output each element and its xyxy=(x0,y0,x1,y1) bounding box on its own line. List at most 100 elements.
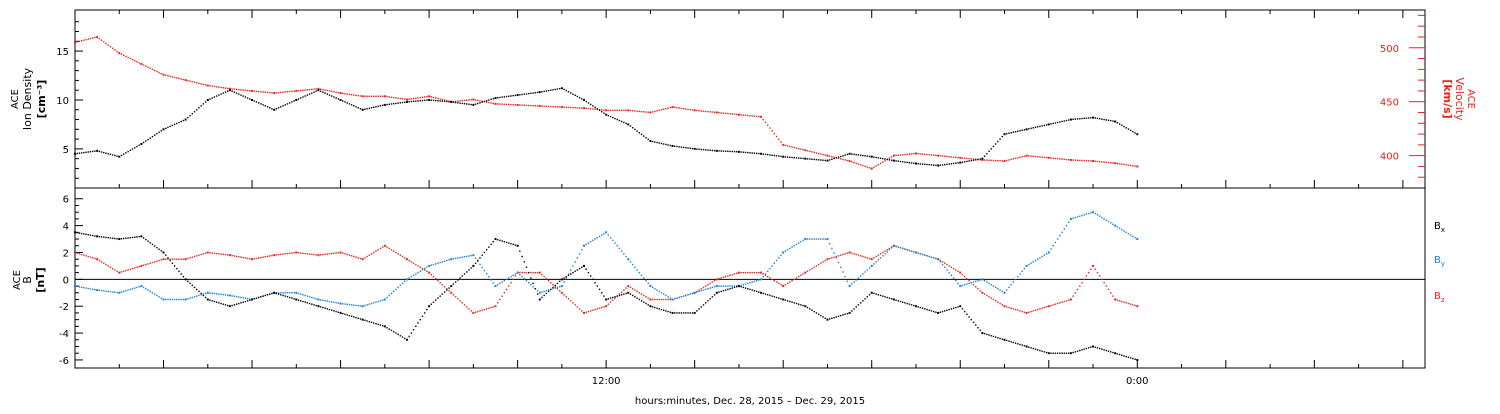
bx-point xyxy=(118,238,121,241)
velocity-trace xyxy=(1010,158,1012,161)
by-trace xyxy=(1006,289,1008,291)
velocity-trace xyxy=(333,91,335,93)
ion-density-trace xyxy=(755,152,758,155)
by-trace xyxy=(227,294,229,296)
by-trace xyxy=(284,292,286,294)
bz-trace xyxy=(835,255,838,258)
bx-trace xyxy=(643,301,645,303)
velocity-trace xyxy=(288,90,291,93)
velocity-trace xyxy=(930,154,933,156)
bx-trace xyxy=(78,232,81,234)
bx-trace xyxy=(523,261,525,263)
by-trace xyxy=(213,292,216,295)
bz-trace xyxy=(488,307,490,309)
bz-trace xyxy=(120,271,123,273)
bx-trace xyxy=(634,296,636,298)
ion-density-trace xyxy=(1012,131,1015,133)
velocity-trace xyxy=(430,96,433,98)
bz-trace xyxy=(853,253,855,255)
velocity-trace xyxy=(231,88,233,90)
velocity-point xyxy=(428,95,431,98)
velocity-trace xyxy=(176,77,178,79)
bx-trace xyxy=(1056,352,1059,354)
bz-trace xyxy=(1079,285,1081,287)
velocity-point xyxy=(1114,162,1117,165)
velocity-trace xyxy=(78,40,81,42)
bx-trace xyxy=(198,290,200,293)
ion-density-trace xyxy=(682,146,685,149)
by-trace xyxy=(992,285,995,287)
ion-density-trace xyxy=(359,108,362,110)
by-trace xyxy=(753,280,756,283)
velocity-trace xyxy=(503,103,506,105)
by-trace xyxy=(331,301,333,303)
by-trace xyxy=(1116,226,1119,228)
ion-density-trace xyxy=(656,141,658,144)
bz-trace xyxy=(344,253,346,255)
velocity-trace xyxy=(764,121,767,124)
velocity-trace xyxy=(950,156,953,158)
ion-density-trace xyxy=(377,105,379,108)
bx-trace xyxy=(864,298,866,300)
bz-point xyxy=(184,258,187,261)
bz-trace xyxy=(293,252,295,254)
bx-trace xyxy=(636,297,638,299)
velocity-trace xyxy=(972,158,975,160)
bz-trace xyxy=(979,290,981,292)
by-trace xyxy=(576,257,579,259)
ion-density-trace xyxy=(187,116,189,119)
bx-trace xyxy=(1098,347,1101,350)
bx-trace xyxy=(355,316,357,319)
ion-density-trace xyxy=(817,159,820,161)
top-left-ylabel-line1: ACE xyxy=(10,89,21,109)
bx-trace xyxy=(727,288,729,291)
ion-density-trace xyxy=(419,100,421,102)
by-trace xyxy=(379,300,382,302)
velocity-trace xyxy=(1094,160,1096,162)
bz-trace xyxy=(793,278,795,281)
velocity-trace xyxy=(729,113,731,115)
ion-density-trace xyxy=(899,160,902,163)
by-trace xyxy=(667,296,669,298)
bx-trace xyxy=(972,321,975,324)
velocity-trace xyxy=(211,85,213,87)
ion-density-point xyxy=(472,103,475,106)
velocity-trace xyxy=(291,90,293,93)
ion-density-trace xyxy=(107,153,109,155)
bx-trace xyxy=(1041,350,1043,352)
velocity-trace xyxy=(1087,160,1090,162)
bx-trace xyxy=(302,300,304,303)
bz-trace xyxy=(698,289,700,291)
ion-density-trace xyxy=(972,159,975,161)
velocity-trace xyxy=(530,104,532,107)
velocity-trace xyxy=(1110,162,1112,164)
velocity-point xyxy=(383,95,386,98)
bottom-y-tick-label: -4 xyxy=(59,329,69,340)
velocity-trace xyxy=(302,89,304,91)
velocity-trace xyxy=(718,112,720,114)
ion-density-trace xyxy=(512,94,514,97)
velocity-trace xyxy=(328,90,331,92)
bx-trace xyxy=(521,255,523,258)
ion-density-trace xyxy=(501,96,503,98)
by-trace xyxy=(908,249,911,252)
ion-density-trace xyxy=(224,91,227,93)
ion-density-point xyxy=(892,159,895,162)
ion-density-trace xyxy=(634,128,636,131)
velocity-trace xyxy=(786,145,789,147)
bx-trace xyxy=(789,300,791,303)
bz-trace xyxy=(972,284,975,286)
bz-trace xyxy=(1085,275,1088,277)
bx-trace xyxy=(676,312,678,314)
velocity-trace xyxy=(547,105,550,108)
velocity-trace xyxy=(902,154,904,156)
by-trace xyxy=(784,250,787,252)
bz-point xyxy=(605,305,608,308)
by-trace xyxy=(149,290,151,293)
velocity-trace xyxy=(1067,159,1070,161)
bx-trace xyxy=(983,333,986,335)
ion-density-trace xyxy=(853,153,855,156)
bx-trace xyxy=(952,307,955,309)
ion-density-point xyxy=(937,164,940,167)
